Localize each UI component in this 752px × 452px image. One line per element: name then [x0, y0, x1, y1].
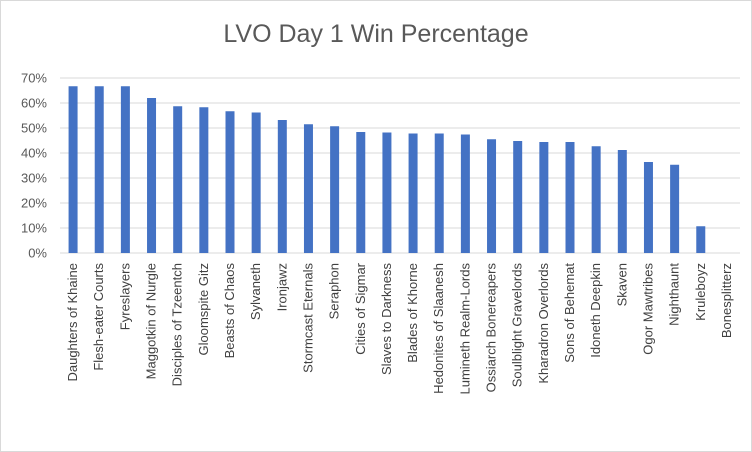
bar	[696, 226, 706, 253]
bar	[277, 120, 287, 253]
bar	[434, 133, 444, 253]
y-tick-label: 70%	[21, 71, 47, 86]
x-category-label: Soulblight Gravelords	[510, 263, 525, 388]
y-axis-ticks: 0% 10% 20% 30% 40% 50% 60% 70%	[21, 71, 47, 261]
x-category-label: Stormcast Eternals	[300, 263, 315, 373]
x-category-label: Maggotkin of Nurgle	[144, 263, 159, 379]
bar	[513, 141, 523, 253]
bar	[539, 142, 549, 253]
x-category-label: Nighthaunt	[667, 263, 682, 326]
x-category-label: Seraphon	[327, 263, 342, 319]
bar	[408, 133, 418, 253]
x-category-label: Idoneth Deepkin	[588, 263, 603, 358]
x-category-label: Disciples of Tzeentch	[170, 263, 185, 386]
chart-title: LVO Day 1 Win Percentage	[223, 20, 529, 48]
y-tick-label: 60%	[21, 96, 47, 111]
x-category-label: Fyreslayers	[117, 263, 132, 331]
x-category-label: Bonesplitterz	[719, 263, 734, 338]
x-axis-labels: Daughters of Khaine Flesh-eater Courts Fyr…	[65, 262, 734, 394]
bar	[356, 132, 366, 253]
x-category-label: Kharadron Overlords	[536, 263, 551, 384]
y-tick-label: 30%	[21, 171, 47, 186]
bar	[199, 107, 209, 253]
x-category-label: Gloomspite Gitz	[196, 263, 211, 355]
x-category-label: Blades of Khorne	[405, 263, 420, 363]
x-category-label: Lumineth Realm-Lords	[457, 263, 472, 395]
x-category-label: Hedonites of Slaanesh	[431, 263, 446, 394]
bar	[460, 134, 470, 253]
y-tick-label: 40%	[21, 146, 47, 161]
bar	[120, 86, 130, 253]
y-tick-label: 20%	[21, 196, 47, 211]
bar	[643, 162, 653, 253]
bar	[303, 124, 313, 253]
x-category-label: Skaven	[614, 263, 629, 306]
bar	[147, 98, 157, 253]
x-category-label: Beasts of Chaos	[222, 263, 237, 359]
x-category-label: Ironjawz	[274, 263, 289, 311]
bar	[565, 142, 575, 253]
bar	[173, 106, 183, 253]
y-tick-label: 0%	[28, 246, 47, 261]
bar	[487, 139, 497, 253]
x-category-label: Slaves to Darkness	[379, 263, 394, 375]
x-category-label: Flesh-eater Courts	[91, 263, 106, 371]
bar	[670, 164, 680, 253]
bars	[68, 86, 706, 253]
x-category-label: Ogor Mawtribes	[640, 263, 655, 355]
bar	[330, 126, 340, 253]
x-category-label: Cities of Sigmar	[353, 262, 368, 354]
x-category-label: Sylvaneth	[248, 263, 263, 320]
bar	[591, 146, 601, 253]
gridlines	[60, 77, 740, 254]
bar	[382, 132, 392, 253]
bar	[94, 86, 104, 253]
bar	[251, 112, 261, 253]
bar	[225, 111, 235, 253]
y-tick-label: 10%	[21, 221, 47, 236]
x-category-label: Kruleboyz	[693, 263, 708, 321]
bar	[68, 86, 78, 253]
bar	[617, 150, 627, 253]
x-category-label: Daughters of Khaine	[65, 263, 80, 382]
y-tick-label: 50%	[21, 121, 47, 136]
x-category-label: Ossiarch Bonereapers	[484, 263, 499, 393]
x-category-label: Sons of Behemat	[562, 263, 577, 363]
